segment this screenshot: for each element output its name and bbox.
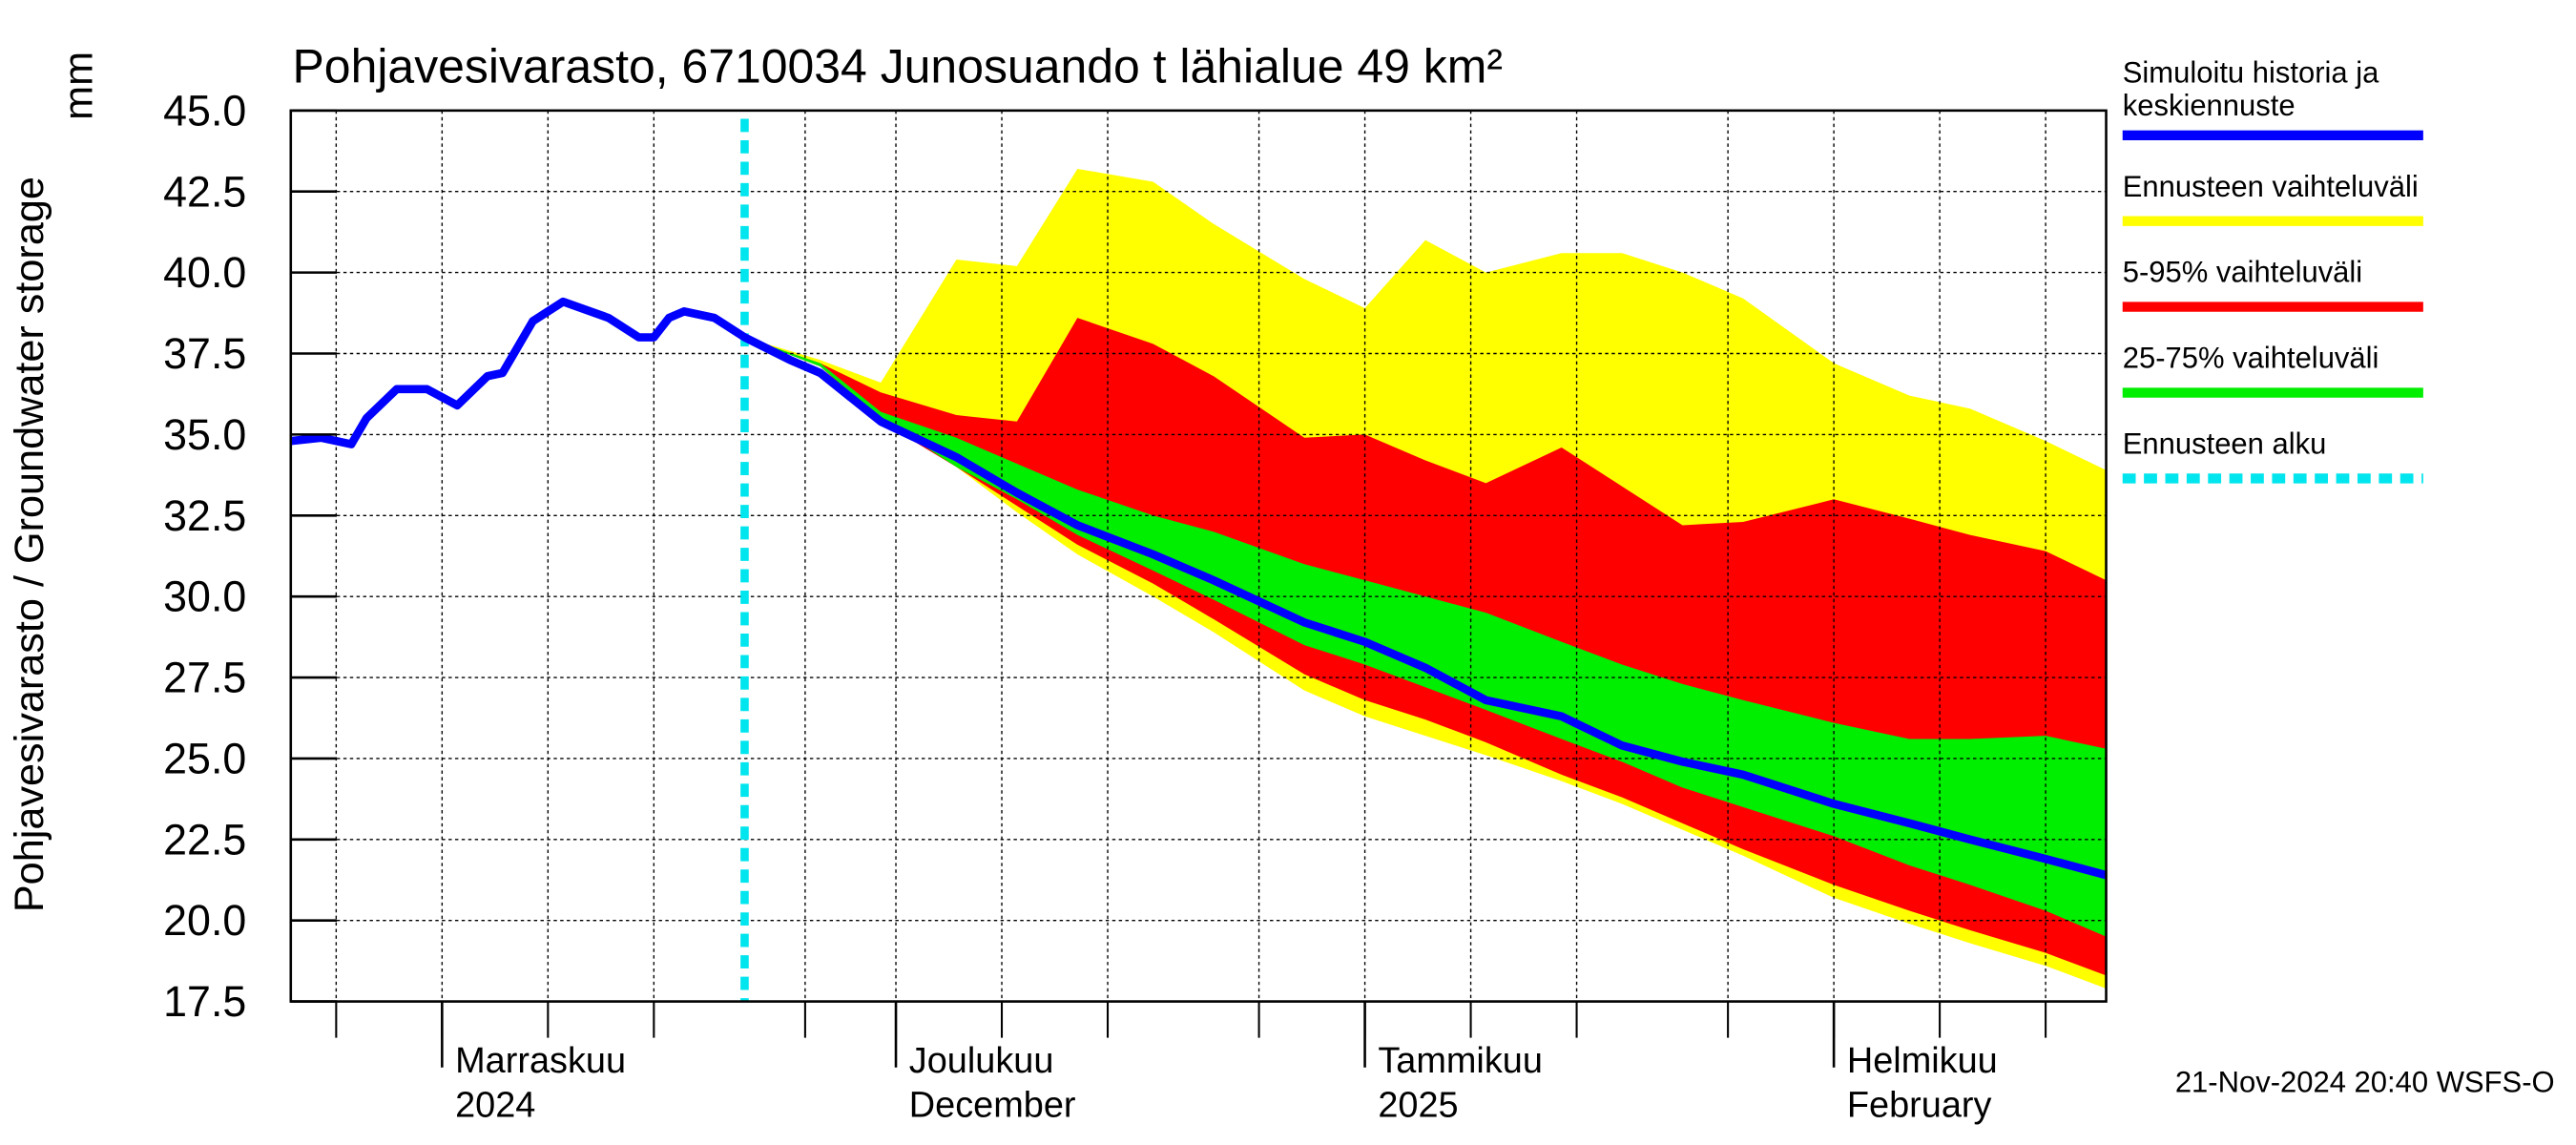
y-axis-unit: mm [56,52,102,120]
legend-label: Simuloitu historia ja keskiennuste [2123,55,2379,122]
y-tick-label: 25.0 [163,734,246,782]
x-tick-label: Helmikuu [1847,1041,1998,1081]
y-tick-label: 40.0 [163,248,246,297]
legend-label: 25-75% vaihteluväli [2123,342,2379,375]
y-tick-label: 22.5 [163,815,246,864]
legend-label: 5-95% vaihteluväli [2123,256,2362,289]
series-line [290,297,2108,880]
x-tick-sublabel: December [909,1086,1076,1126]
y-axis-label: Pohjavesivarasto / Groundwater storage [7,177,52,912]
x-tick-sublabel: 2024 [455,1086,535,1126]
legend-label: Ennusteen alku [2123,427,2327,460]
y-tick-label: 45.0 [163,86,246,135]
y-tick-label: 37.5 [163,329,246,378]
x-tick-label: Marraskuu [455,1041,626,1081]
band-area [744,337,2107,937]
x-tick-sublabel: 2025 [1378,1086,1458,1126]
lines [290,118,2108,1002]
y-tick-label: 17.5 [163,977,246,1026]
y-tick-label: 32.5 [163,491,246,540]
bands [744,168,2107,989]
chart-title: Pohjavesivarasto, 6710034 Junosuando t l… [293,39,1503,93]
footer: 21-Nov-2024 20:40 WSFS-O [2175,1066,2555,1099]
y-tick-label: 30.0 [163,572,246,621]
y-tick-label: 42.5 [163,167,246,216]
y-tick-label: 35.0 [163,410,246,459]
y-tick-label: 27.5 [163,654,246,702]
y-tick-label: 20.0 [163,896,246,945]
x-tick-label: Tammikuu [1378,1041,1543,1081]
x-tick-label: Joulukuu [909,1041,1054,1081]
grid [290,110,2107,1038]
legend-label: Ennusteen vaihteluväli [2123,170,2419,203]
x-tick-sublabel: February [1847,1086,1992,1126]
plot-frame [289,109,2108,1003]
